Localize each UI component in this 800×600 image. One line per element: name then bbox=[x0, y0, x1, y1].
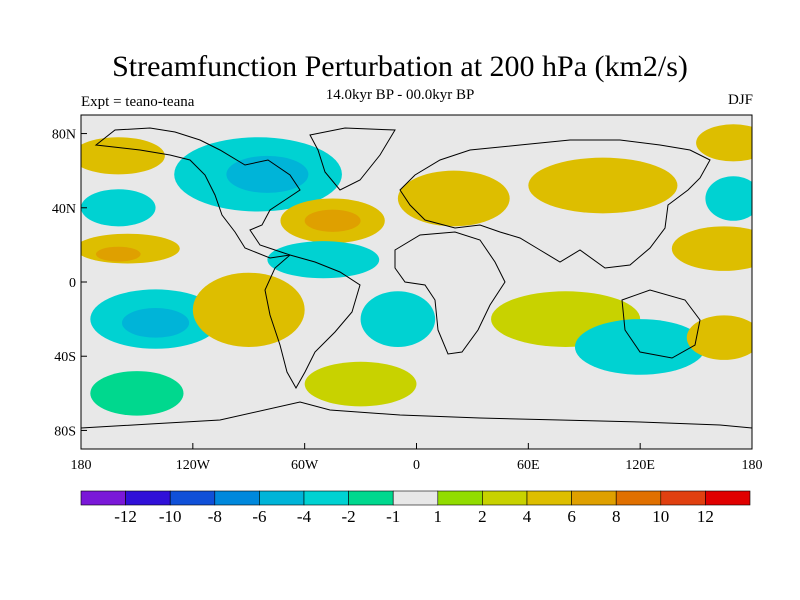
colorbar-swatch bbox=[125, 490, 171, 506]
colorbar-label: -1 bbox=[386, 507, 400, 526]
colorbar-label: 1 bbox=[434, 507, 443, 526]
y-tick-label: 0 bbox=[69, 276, 76, 291]
experiment-label: Expt = teano-teana bbox=[81, 94, 195, 110]
colorbar-swatch bbox=[437, 490, 483, 506]
colorbar-label: -12 bbox=[114, 507, 137, 526]
coast-australia bbox=[621, 289, 701, 359]
contour-region-15 bbox=[304, 361, 417, 407]
colorbar: -12 -10 -8 -6 -4 -2 -1 1 2 4 6 8 10 12 bbox=[80, 490, 751, 526]
colorbar-swatch bbox=[259, 490, 305, 506]
colorbar-swatch bbox=[392, 490, 439, 506]
colorbar-label: -4 bbox=[297, 507, 312, 526]
colorbar-swatch bbox=[571, 490, 617, 506]
y-axis: 80N 40N 0 40S 80S bbox=[52, 128, 87, 439]
x-tick-label: 180 bbox=[742, 458, 763, 473]
colorbar-label: -10 bbox=[159, 507, 182, 526]
coast-africa bbox=[394, 231, 506, 355]
y-tick-label: 80N bbox=[52, 128, 76, 143]
coast-south-america bbox=[264, 254, 361, 390]
colorbar-swatch bbox=[526, 490, 572, 506]
colorbar-label: 4 bbox=[523, 507, 532, 526]
x-tick-label: 180 bbox=[71, 458, 92, 473]
colorbar-label: 2 bbox=[478, 507, 487, 526]
colorbar-swatch bbox=[169, 490, 216, 506]
contour-region-2 bbox=[81, 189, 156, 227]
coastlines bbox=[81, 127, 752, 429]
x-tick-label: 60E bbox=[517, 458, 540, 473]
contour-region-17 bbox=[427, 185, 480, 212]
season-label: DJF bbox=[727, 92, 753, 108]
contour-region-4 bbox=[95, 246, 141, 262]
contour-region-18 bbox=[528, 157, 678, 214]
y-tick-label: 40S bbox=[54, 350, 76, 365]
colorbar-swatch bbox=[660, 490, 706, 506]
colorbar-label: 10 bbox=[652, 507, 669, 526]
contour-region-12 bbox=[304, 209, 361, 232]
x-tick-label: 60W bbox=[291, 458, 319, 473]
map-title: Streamfunction Perturbation at 200 hPa (… bbox=[112, 50, 688, 83]
colorbar-label: -6 bbox=[252, 507, 266, 526]
contour-region-23 bbox=[686, 315, 752, 360]
contour-region-22 bbox=[696, 237, 752, 260]
colorbar-label: -8 bbox=[208, 507, 222, 526]
contour-region-14 bbox=[360, 291, 436, 347]
colorbar-label: 12 bbox=[697, 507, 714, 526]
colorbar-label: 6 bbox=[567, 507, 576, 526]
colorbar-swatch bbox=[80, 490, 126, 506]
contour-region-24 bbox=[705, 176, 752, 221]
colorbar-swatch bbox=[615, 490, 662, 506]
colorbar-label: -2 bbox=[342, 507, 356, 526]
colorbar-swatch bbox=[303, 490, 349, 506]
contour-region-25 bbox=[696, 124, 752, 162]
y-tick-label: 40N bbox=[52, 202, 76, 217]
contour-region-6 bbox=[122, 307, 190, 338]
contour-region-20 bbox=[574, 319, 706, 375]
coast-greenland bbox=[309, 127, 396, 191]
contour-region-7 bbox=[192, 272, 305, 347]
contour-fills bbox=[81, 124, 752, 416]
map-subtitle: 14.0kyr BP - 00.0kyr BP bbox=[325, 87, 475, 103]
x-axis: 180 120W 60W 0 60E 120E 180 bbox=[71, 443, 763, 473]
x-tick-label: 120E bbox=[625, 458, 655, 473]
contour-region-1 bbox=[105, 144, 150, 167]
colorbar-label: 8 bbox=[612, 507, 621, 526]
contour-region-13 bbox=[267, 241, 380, 279]
x-tick-label: 120W bbox=[176, 458, 211, 473]
y-tick-label: 80S bbox=[54, 424, 76, 439]
coast-north-america bbox=[94, 127, 301, 259]
coast-antarctica bbox=[81, 401, 752, 429]
colorbar-swatch bbox=[482, 490, 528, 506]
colorbar-swatch bbox=[705, 490, 751, 506]
colorbar-swatch bbox=[348, 490, 394, 506]
contour-region-8 bbox=[90, 371, 184, 416]
colorbar-swatch bbox=[214, 490, 260, 506]
x-tick-label: 0 bbox=[413, 458, 420, 473]
coast-eurasia bbox=[399, 139, 711, 269]
